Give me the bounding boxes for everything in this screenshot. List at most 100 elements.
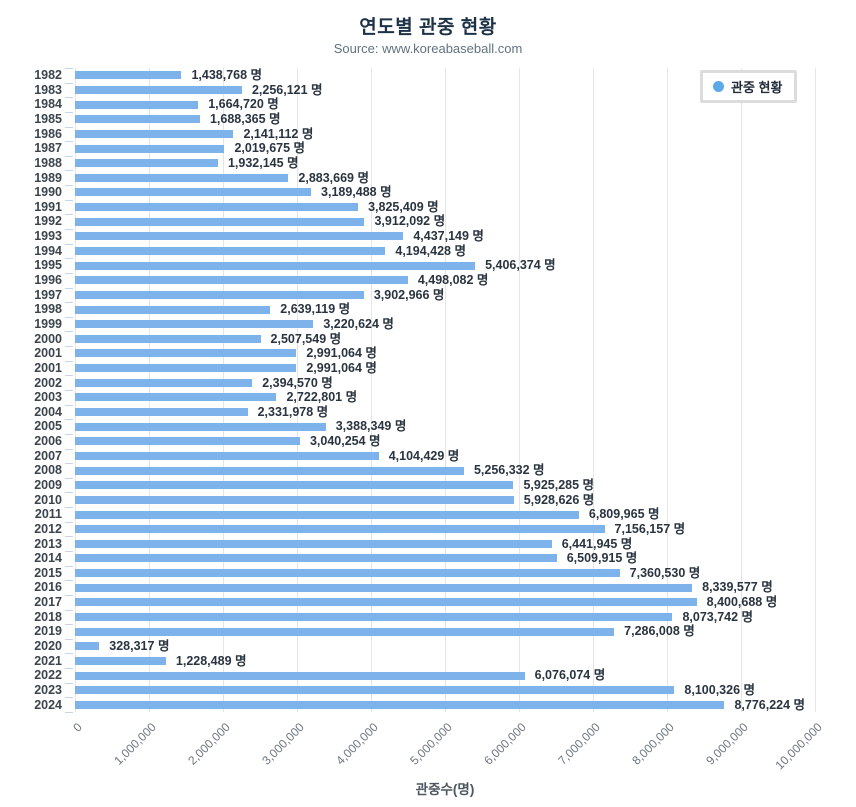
bar-row-2013: 6,441,945 명 [75,537,815,552]
bar-row-2022: 6,076,074 명 [75,668,815,683]
bar [75,276,408,285]
bar-value-label: 328,317 명 [109,639,170,654]
y-axis-label: 2015 [34,565,62,580]
bar [75,437,300,446]
bar [75,144,225,153]
bar [75,71,182,80]
bar [75,85,242,94]
bar-value-label: 5,256,332 명 [473,463,545,478]
bar [75,686,675,695]
bar [75,232,404,241]
y-tick-mark [65,507,73,509]
y-tick-mark [65,390,73,391]
y-axis-labels: 1982 1983 1984 1985 1986 1987 1988 1989 1990 1991… [0,68,62,712]
bar-row-2023: 8,100,326 명 [75,683,815,698]
bar-row-1994: 4,194,428 명 [75,244,815,259]
plot-area: 1,438,768 명 2,256,121 명 1,664,720 명 1,688,3… [75,68,816,713]
y-tick-mark [65,170,73,172]
bar-row-2019: 7,286,008 명 [75,624,815,639]
bar-value-label: 3,040,254 명 [309,434,381,449]
bar-row-2005: 3,388,349 명 [75,419,815,434]
x-axis-title: 관중수(명) [415,782,475,797]
y-axis-label: 2019 [34,624,62,639]
bar-row-2002: 2,394,570 명 [75,375,815,390]
bar-value-label: 2,639,119 명 [280,302,351,317]
bar [75,261,476,270]
bar [75,408,248,417]
bar [75,203,359,212]
bar-row-1993: 4,437,149 명 [75,229,815,244]
bar-value-label: 2,256,121 명 [251,82,323,97]
bar-row-1984: 1,664,720 명 [75,97,815,112]
y-axis-label: 2008 [34,463,62,478]
bar-value-label: 5,928,626 명 [523,492,595,507]
bar-value-label: 8,339,577 명 [702,580,773,595]
y-tick-mark [65,302,73,304]
y-axis-label: 1998 [34,302,62,317]
bar [75,569,620,578]
bar [75,583,693,592]
y-axis-label: 1993 [34,229,62,244]
bar-value-label: 6,076,074 명 [534,668,606,683]
y-tick-mark [65,712,73,713]
bar [75,627,615,636]
bar-row-2001-b: 2,991,064 명 [75,361,815,376]
y-tick-mark [65,609,73,611]
bar-value-label: 4,437,149 명 [413,229,484,244]
bar-value-label: 5,925,285 명 [523,478,595,492]
y-tick-mark [65,419,73,421]
y-tick-mark [65,316,73,318]
y-axis-label: 1986 [34,126,62,141]
bar [75,290,364,299]
y-tick-mark [65,97,73,99]
y-axis-label: 1982 [34,68,62,83]
gridline [667,68,668,712]
y-axis-label: 2005 [34,419,62,434]
bar [75,481,514,490]
bar-value-label: 6,441,945 명 [561,536,633,551]
y-tick-mark [65,199,73,201]
bar-value-label: 6,509,915 명 [566,551,638,566]
bar-row-2015: 7,360,530 명 [75,566,815,581]
bar-value-label: 8,100,326 명 [684,682,756,697]
bar [75,554,557,563]
y-tick-mark [65,448,73,450]
gridline [371,68,372,712]
bar [75,451,379,460]
bar-value-label: 1,664,720 명 [208,97,279,112]
y-axis-label: 2024 [34,697,62,712]
bar-row-1998: 2,639,119 명 [75,302,815,317]
y-tick-mark [65,492,73,494]
bar-row-2024: 8,776,224 명 [75,698,815,713]
gridline [445,68,446,712]
y-tick-mark [65,155,73,157]
y-axis-label: 1997 [34,287,62,302]
y-axis-label: 1985 [34,111,62,126]
y-tick-mark [65,141,73,143]
y-axis-label: 1996 [34,273,62,288]
bar-row-2000: 2,507,549 명 [75,332,815,347]
bar [75,378,253,387]
bar-value-label: 3,388,349 명 [335,419,407,434]
y-axis-label: 2010 [34,492,62,507]
bar-value-label: 4,104,429 명 [388,448,460,463]
y-axis-label: 2013 [34,536,62,551]
legend-label: 관중 현황 [731,80,783,95]
gridline [297,68,298,712]
bar [75,393,277,402]
bar [75,320,314,329]
bar-value-label: 1,932,145 명 [227,155,299,170]
bar-value-label: 5,406,374 명 [485,258,556,273]
y-axis-label: 2021 [34,653,62,668]
bar-row-2003: 2,722,801 명 [75,390,815,405]
gridline [593,68,594,712]
chart-subtitle: Source: www.koreabaseball.com [333,41,523,56]
bar [75,100,199,109]
bar-row-2017: 8,400,688 명 [75,595,815,610]
y-axis-label: 1987 [34,141,62,156]
bar-row-2011: 6,809,965 명 [75,507,815,522]
y-tick-mark [65,682,73,684]
y-tick-mark [65,477,73,479]
y-axis-label: 2000 [34,331,62,346]
